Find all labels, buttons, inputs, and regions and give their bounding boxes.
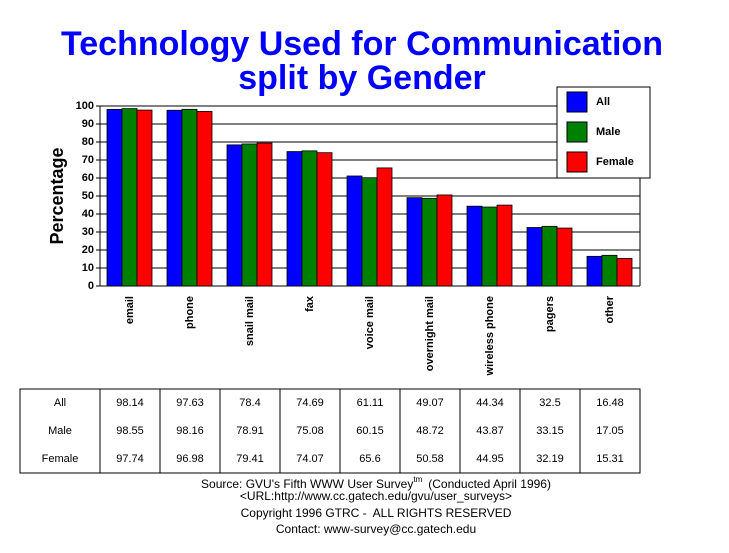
table-cell: 43.87: [476, 425, 504, 437]
bar: [361, 177, 378, 287]
bar: [241, 143, 258, 287]
table-cell: 60.15: [356, 425, 384, 437]
table-border: [19, 388, 641, 474]
table-cell: 98.55: [116, 425, 144, 437]
y-tick-label: 100: [76, 100, 94, 112]
y-tick-label: 60: [82, 172, 94, 184]
table-cell: 15.31: [596, 453, 624, 465]
y-tick-label: 80: [82, 136, 94, 148]
bar: [106, 108, 123, 287]
legend-swatch: [566, 121, 588, 143]
bar: [556, 227, 573, 287]
table-cell: 16.48: [596, 397, 624, 409]
table-cell: 33.15: [536, 425, 564, 437]
table-cell: 74.69: [296, 397, 324, 409]
y-tick-label: 0: [88, 280, 94, 292]
table-cell: 78.4: [239, 397, 260, 409]
table-row-label: All: [54, 397, 66, 409]
x-tick-label: overnight mail: [424, 296, 436, 371]
table-cell: 61.11: [357, 397, 384, 409]
bar: [541, 225, 558, 287]
legend-swatch: [566, 151, 588, 173]
y-tick-label: 90: [82, 118, 94, 130]
table-cell: 49.07: [416, 397, 444, 409]
bar: [346, 175, 363, 287]
y-tick-label: 40: [82, 208, 94, 220]
y-tick-label: 50: [82, 190, 94, 202]
legend-swatch: [566, 91, 588, 113]
y-tick-label: 70: [82, 154, 94, 166]
chart-title: Technology Used for Communication: [61, 25, 663, 63]
bar: [166, 109, 183, 287]
bar: [526, 227, 543, 287]
table-cell: 97.74: [116, 453, 144, 465]
table-cell: 50.58: [416, 453, 444, 465]
bar: [286, 151, 303, 287]
bar: [376, 167, 393, 287]
bar: [316, 152, 333, 287]
y-tick-label: 20: [82, 244, 94, 256]
bar: [421, 197, 438, 287]
x-tick-label: pagers: [544, 296, 556, 332]
table-cell: 44.95: [476, 453, 504, 465]
bar: [466, 205, 483, 287]
table-cell: 48.72: [416, 425, 444, 437]
x-tick-label: fax: [304, 295, 316, 312]
bar: [301, 150, 318, 287]
table-cell: 97.63: [176, 397, 204, 409]
bar: [406, 197, 423, 287]
table-cell: 32.19: [536, 453, 564, 465]
x-tick-label: snail mail: [244, 296, 256, 346]
bar: [496, 204, 513, 287]
source-superscript: tm: [413, 475, 422, 484]
source-text: Source: GVU's Fifth WWW User Survey: [201, 477, 413, 491]
legend-label: Male: [596, 126, 620, 138]
table-cell: 74.07: [296, 453, 324, 465]
bar: [181, 108, 198, 287]
x-tick-label: phone: [184, 296, 196, 329]
bar: [601, 254, 618, 287]
table-cell: 79.41: [236, 453, 264, 465]
bar: [196, 111, 213, 287]
table-cell: 75.08: [296, 425, 324, 437]
bar: [136, 109, 153, 287]
table-cell: 32.5: [539, 397, 560, 409]
bar: [256, 142, 273, 287]
table-cell: 98.16: [176, 425, 204, 437]
table-cell: 98.14: [116, 397, 144, 409]
bar: [226, 144, 243, 287]
table-row-label: Female: [42, 453, 79, 465]
source-url: <URL:http://www.cc.gatech.edu/gvu/user_s…: [240, 489, 512, 503]
copyright: Copyright 1996 GTRC - ALL RIGHTS RESERVE…: [241, 506, 512, 520]
table-cell: 17.05: [596, 425, 624, 437]
bar: [121, 108, 138, 287]
x-tick-label: other: [604, 295, 616, 323]
table-row-label: Male: [48, 425, 72, 437]
bar: [436, 194, 453, 287]
bar: [616, 258, 633, 287]
legend-label: Female: [596, 156, 634, 168]
x-tick-label: voice mail: [364, 296, 376, 349]
y-axis-label: Percentage: [47, 147, 67, 244]
source-note: (Conducted April 1996): [428, 477, 551, 491]
y-tick-label: 10: [82, 262, 94, 274]
contact: Contact: www-survey@cc.gatech.edu: [276, 522, 476, 536]
x-tick-label: email: [124, 296, 136, 324]
table-cell: 65.6: [359, 453, 380, 465]
table-cell: 96.98: [176, 453, 204, 465]
x-tick-label: wireless phone: [484, 296, 496, 376]
table-cell: 78.91: [236, 425, 264, 437]
bar: [586, 255, 603, 287]
chart-subtitle: split by Gender: [238, 59, 486, 97]
source: Source: GVU's Fifth WWW User Surveytm (Co…: [201, 475, 551, 491]
bar: [481, 206, 498, 287]
legend-label: All: [596, 96, 610, 108]
y-tick-label: 30: [82, 226, 94, 238]
table-cell: 44.34: [476, 397, 504, 409]
